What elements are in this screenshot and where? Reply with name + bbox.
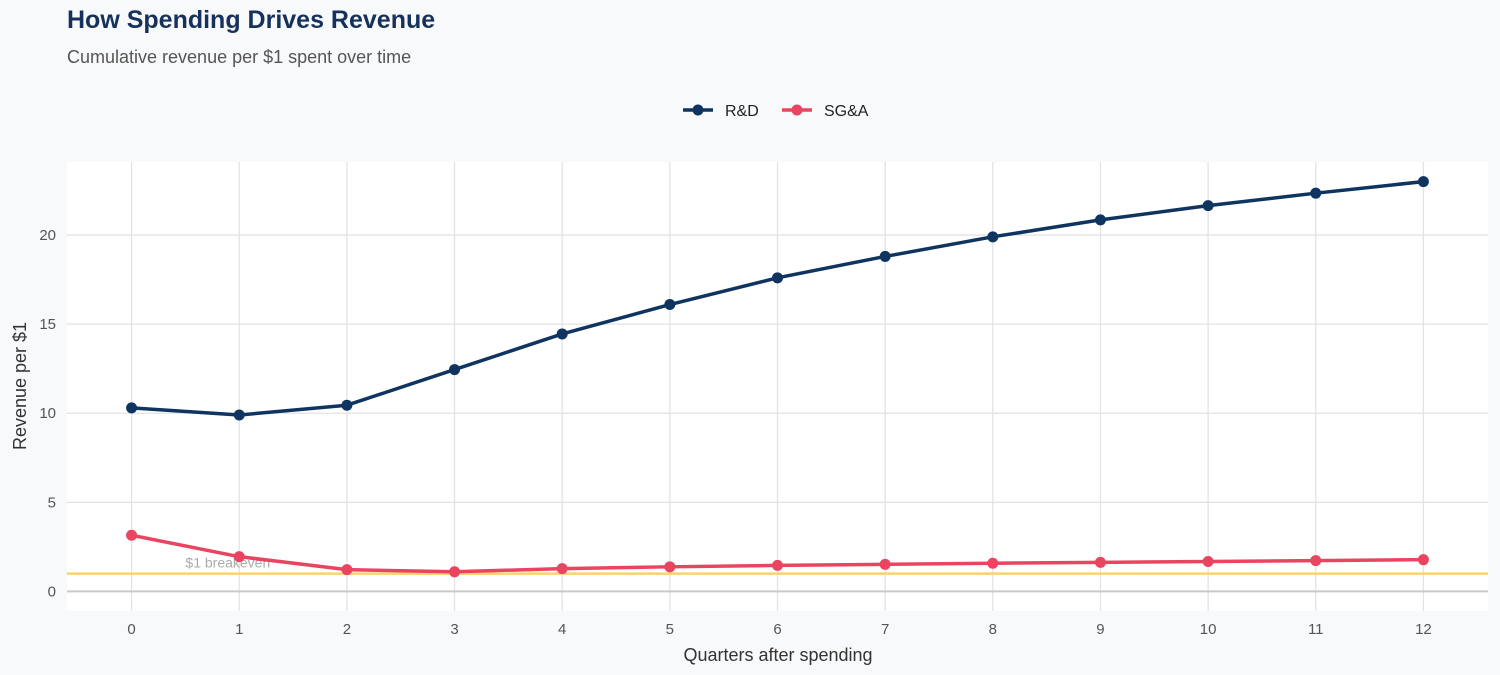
data-point bbox=[1417, 554, 1429, 566]
x-tick-label: 5 bbox=[666, 621, 674, 638]
x-tick-label: 6 bbox=[773, 621, 781, 638]
data-point bbox=[987, 557, 999, 569]
y-tick-label: 5 bbox=[48, 494, 56, 511]
data-point bbox=[1202, 555, 1214, 567]
x-tick-label: 10 bbox=[1200, 621, 1217, 638]
data-point bbox=[341, 399, 353, 411]
data-point bbox=[879, 250, 891, 262]
data-point bbox=[556, 563, 568, 575]
x-tick-label: 12 bbox=[1415, 621, 1432, 638]
x-tick-label: 3 bbox=[450, 621, 458, 638]
data-point bbox=[879, 558, 891, 570]
data-point bbox=[1202, 200, 1214, 212]
data-point bbox=[772, 272, 783, 284]
x-tick-label: 4 bbox=[558, 621, 566, 638]
data-point bbox=[1094, 214, 1106, 226]
data-point bbox=[556, 328, 568, 340]
legend-label: R&D bbox=[725, 103, 759, 120]
data-point bbox=[1310, 555, 1322, 567]
data-point bbox=[664, 299, 676, 311]
legend-marker bbox=[791, 104, 803, 116]
data-point bbox=[449, 364, 461, 376]
x-tick-label: 1 bbox=[235, 621, 243, 638]
y-tick-label: 0 bbox=[48, 583, 56, 600]
data-point bbox=[1094, 556, 1106, 568]
data-point bbox=[1310, 187, 1322, 199]
data-point bbox=[341, 564, 353, 576]
chart-title: How Spending Drives Revenue bbox=[67, 6, 436, 34]
legend-label: SG&A bbox=[824, 103, 869, 120]
data-point bbox=[772, 559, 783, 571]
x-tick-label: 9 bbox=[1096, 621, 1104, 638]
x-tick-label: 0 bbox=[127, 621, 135, 638]
data-point bbox=[126, 529, 138, 541]
data-point bbox=[449, 566, 461, 578]
y-axis-label: Revenue per $1 bbox=[10, 322, 30, 450]
y-tick-label: 20 bbox=[39, 227, 56, 244]
x-tick-label: 7 bbox=[881, 621, 889, 638]
y-tick-label: 10 bbox=[39, 405, 56, 422]
chart-subtitle: Cumulative revenue per $1 spent over tim… bbox=[67, 47, 412, 67]
x-tick-label: 11 bbox=[1308, 621, 1324, 638]
data-point bbox=[987, 231, 999, 243]
y-tick-label: 15 bbox=[39, 316, 56, 333]
x-tick-label: 2 bbox=[343, 621, 351, 638]
data-point bbox=[664, 561, 676, 573]
x-tick-label: 8 bbox=[989, 621, 997, 638]
x-axis-label: Quarters after spending bbox=[683, 645, 872, 665]
data-point bbox=[233, 409, 245, 421]
data-point bbox=[233, 551, 245, 563]
legend-marker bbox=[692, 104, 704, 116]
data-point bbox=[126, 402, 138, 414]
data-point bbox=[1417, 176, 1429, 188]
breakeven-label: $1 breakeven bbox=[185, 555, 270, 571]
